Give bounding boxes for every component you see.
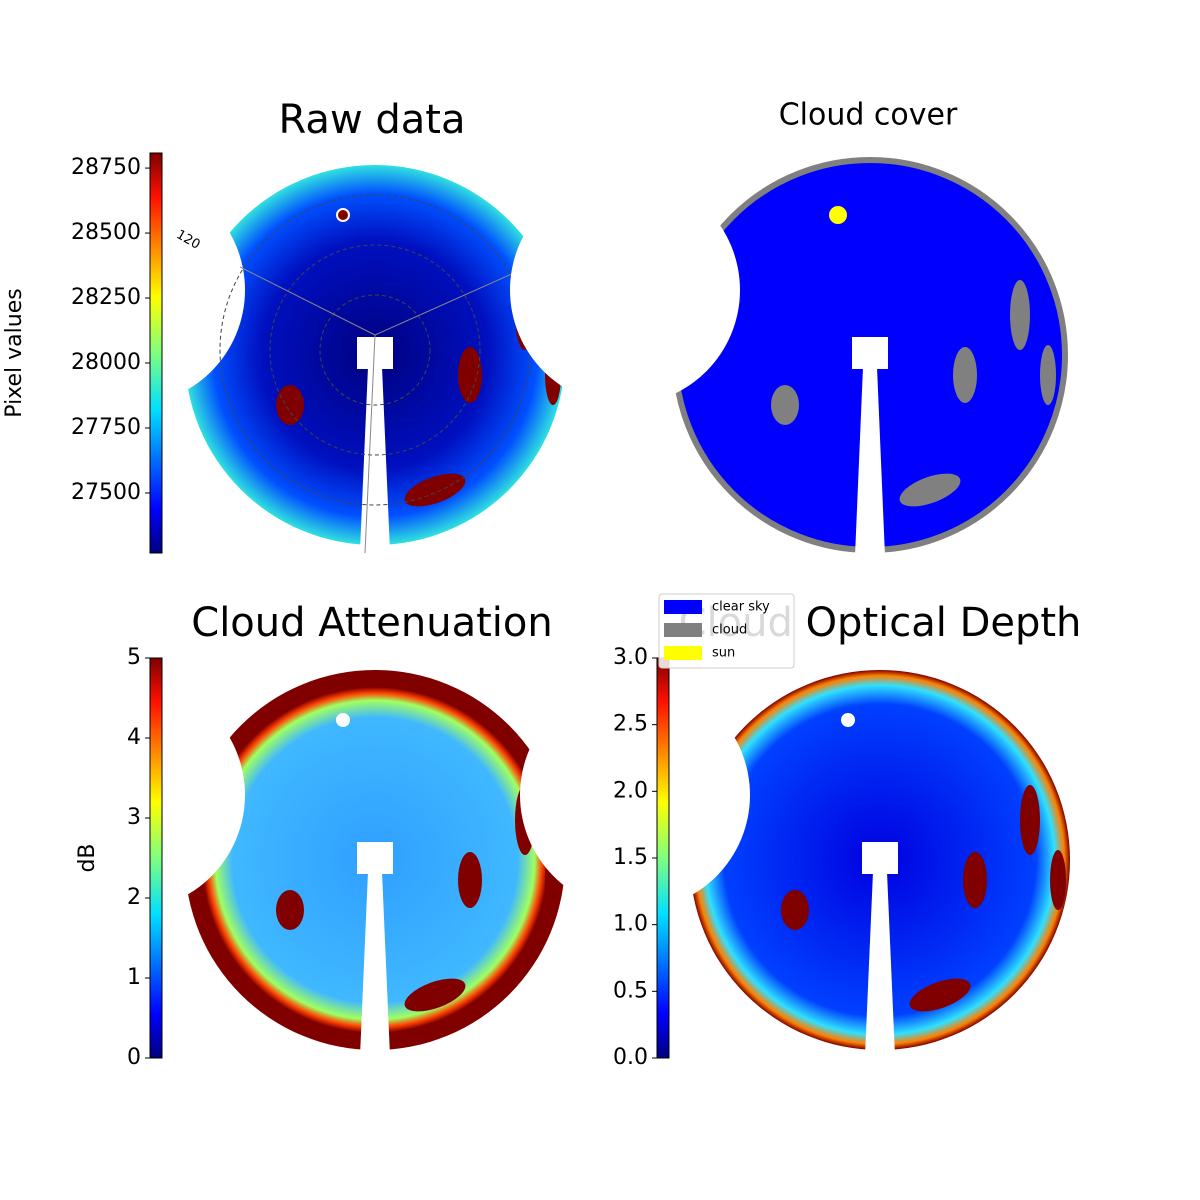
cloud-patch — [781, 890, 809, 930]
colorbar-tick-label: 2 — [127, 885, 141, 910]
legend-label: cloud — [712, 623, 747, 638]
sensor-arm — [360, 872, 390, 1056]
cloud-patch — [953, 347, 977, 403]
horizon-cutout — [15, 680, 245, 910]
colorbar-tick-label: 2.5 — [613, 712, 648, 737]
cloud-patch — [276, 890, 304, 930]
sensor-arm — [357, 842, 393, 874]
cloud-patch — [1020, 785, 1040, 855]
colorbar-tick-label: 28500 — [71, 220, 141, 245]
polar-grid — [364, 334, 376, 554]
panel-title: Cloud cover — [779, 98, 958, 133]
colorbar-label: dB — [75, 843, 100, 872]
colorbar-tick-label: 28250 — [71, 285, 141, 310]
colorbar-tick-label: 2.0 — [613, 778, 648, 803]
colorbar — [656, 657, 670, 1059]
colorbar-tick-label: 1.5 — [613, 845, 648, 870]
cloud-patch — [404, 978, 466, 1012]
sun — [336, 208, 350, 222]
colorbar-tick-label: 1.0 — [613, 912, 648, 937]
cloud-patch — [458, 347, 482, 403]
legend-label: sun — [712, 646, 735, 661]
sun — [841, 713, 855, 727]
colorbar — [149, 657, 163, 1059]
sensor-arm — [862, 842, 898, 874]
polar-grid — [239, 266, 376, 336]
sensor-arm — [852, 337, 888, 369]
colorbar-tick-label: 4 — [127, 725, 141, 750]
sensor-arm — [855, 367, 885, 556]
panel-title: Cloud Attenuation — [191, 600, 552, 646]
colorbar-tick-label: 3 — [127, 805, 141, 830]
horizon-cutout — [520, 680, 750, 910]
horizon-cutout — [15, 175, 245, 405]
colorbar-tick-label: 28750 — [71, 155, 141, 180]
colorbar-label: Pixel values — [2, 288, 27, 417]
polar-grid — [269, 244, 481, 456]
cloud-patch — [1010, 280, 1030, 350]
colorbar-tick-label: 0 — [127, 1045, 141, 1070]
legend-swatch — [664, 600, 702, 614]
cloud-patch — [276, 385, 304, 425]
cloud-patch — [771, 385, 799, 425]
colorbar-tick-label: 0.0 — [613, 1045, 648, 1070]
sun — [336, 713, 350, 727]
legend-label: clear sky — [712, 600, 770, 615]
colorbar-tick-label: 5 — [127, 645, 141, 670]
sun — [829, 206, 847, 224]
cloud-patch — [899, 473, 961, 507]
colorbar-tick-label: 1 — [127, 965, 141, 990]
cloud-patch — [1050, 850, 1066, 910]
horizon-cutout — [510, 175, 740, 405]
polar-grid — [319, 294, 431, 406]
sensor-arm — [865, 872, 895, 1056]
legend-swatch — [664, 646, 702, 660]
cloud-patch — [909, 978, 971, 1012]
colorbar-tick-label: 28000 — [71, 350, 141, 375]
colorbar — [149, 152, 163, 554]
colorbar-tick-label: 27500 — [71, 480, 141, 505]
legend-swatch — [664, 623, 702, 637]
cloud-patch — [458, 852, 482, 908]
cloud-patch — [1040, 345, 1056, 405]
colorbar-tick-label: 0.5 — [613, 978, 648, 1003]
colorbar-tick-label: 3.0 — [613, 645, 648, 670]
colorbar-tick-label: 27750 — [71, 415, 141, 440]
panel-title: Raw data — [279, 97, 466, 143]
cloud-patch — [963, 852, 987, 908]
